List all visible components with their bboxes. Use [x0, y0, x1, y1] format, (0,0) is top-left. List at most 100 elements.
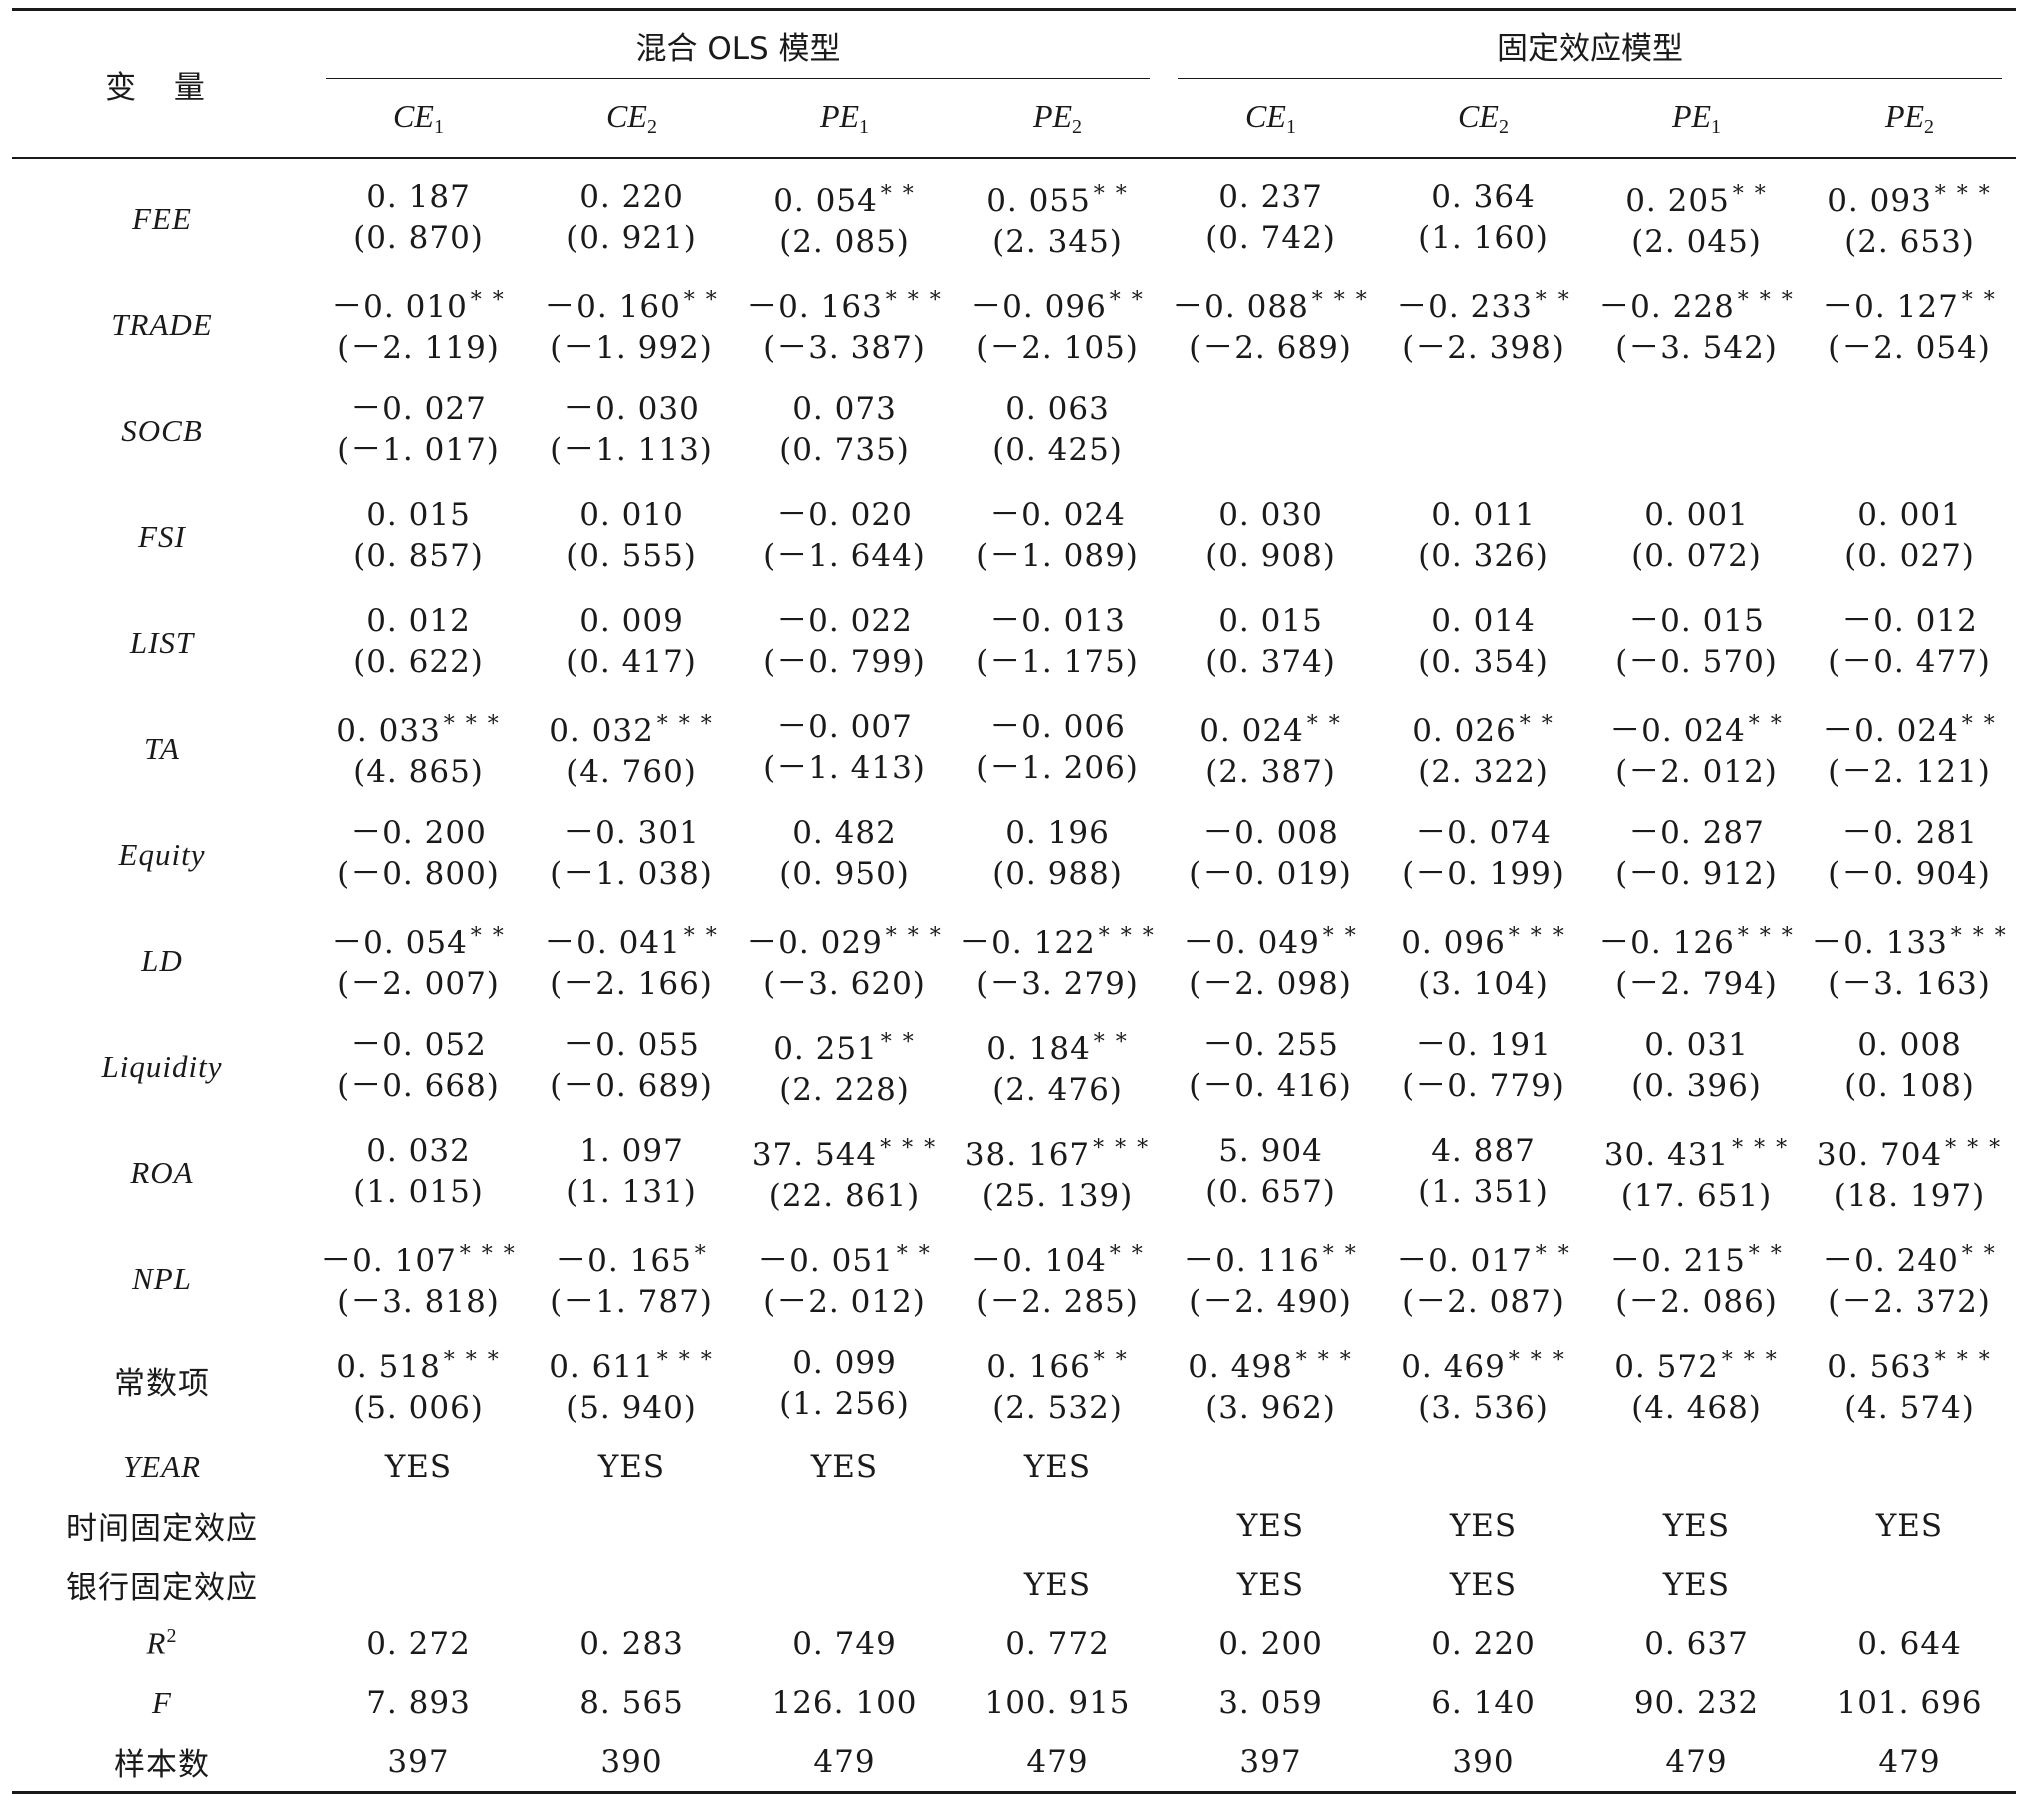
coefficient-rows: FEE 0. 187 (0. 870) 0. 220 (0. 921) 0. 054 * *…	[12, 158, 2016, 1437]
table-cell: 479	[738, 1732, 951, 1794]
significance-stars: * * *	[1732, 1135, 1790, 1161]
column-header-subscript: 1	[433, 115, 444, 138]
coefficient: 0. 196	[951, 813, 1164, 854]
coefficient-value: 0. 031	[1644, 1027, 1749, 1063]
significance-stars: * *	[1093, 1347, 1129, 1373]
coefficient-value: 0. 563	[1827, 1348, 1932, 1385]
significance-stars: * * *	[1737, 923, 1795, 949]
coefficient-value: 0. 015	[1218, 603, 1323, 639]
coefficient-value: 0. 166	[986, 1348, 1091, 1385]
coefficient: 0. 237	[1164, 177, 1377, 218]
t-statistic: (0. 108)	[1844, 1068, 1975, 1104]
t-statistic: (－2. 794)	[1615, 965, 1778, 1002]
coefficient-value: －0. 133	[1811, 924, 1948, 961]
coefficient-value: 0. 001	[1857, 497, 1962, 533]
table-cell: －0. 010 * * (－2. 119)	[312, 271, 525, 377]
coefficient: 0. 563 * * *	[1803, 1340, 2016, 1388]
table-cell: 0. 054 * * (2. 085)	[738, 158, 951, 271]
t-statistic: (－2. 372)	[1828, 1283, 1991, 1320]
coefficient-value: 4. 887	[1431, 1133, 1536, 1169]
t-statistic: (2. 345)	[992, 223, 1123, 260]
column-header-subscript: 2	[646, 115, 657, 138]
coefficient: 0. 093 * * *	[1803, 174, 2016, 222]
t-statistic: (－2. 398)	[1402, 329, 1565, 366]
coefficient: －0. 006	[951, 707, 1164, 748]
group-underline	[1178, 78, 2002, 79]
variable-name: LIST	[129, 624, 195, 660]
coefficient: 5. 904	[1164, 1131, 1377, 1172]
t-statistic: (－0. 570)	[1615, 644, 1778, 680]
table-cell	[1590, 377, 1803, 483]
t-statistic: (－2. 105)	[976, 329, 1139, 366]
table-cell	[738, 1555, 951, 1614]
t-statistic: (0. 417)	[566, 644, 697, 680]
t-statistic: (－2. 012)	[1615, 753, 1778, 790]
table-cell	[312, 1496, 525, 1555]
table-cell: 0. 637	[1590, 1614, 1803, 1673]
coefficient-value: －0. 122	[959, 924, 1096, 961]
t-statistic: (0. 354)	[1418, 644, 1549, 680]
t-statistic: (0. 326)	[1418, 538, 1549, 574]
significance-stars: * * *	[885, 923, 943, 949]
t-statistic: (2. 387)	[1205, 753, 1336, 790]
cell-value: 479	[1665, 1743, 1728, 1780]
table-cell: 0. 030 (0. 908)	[1164, 483, 1377, 589]
table-cell: －0. 027 (－1. 017)	[312, 377, 525, 483]
table-cell: 7. 893	[312, 1673, 525, 1732]
significance-stars: *	[694, 1241, 708, 1267]
coefficient: 0. 187	[312, 177, 525, 218]
cell-value: 390	[600, 1743, 663, 1780]
coefficient-value: 0. 364	[1431, 179, 1536, 215]
t-statistic: (－0. 912)	[1615, 856, 1778, 892]
coefficient-value: 0. 187	[366, 179, 471, 215]
cell-value: 397	[387, 1743, 450, 1780]
coefficient: －0. 029 * * *	[738, 916, 951, 964]
t-statistic: (－1. 017)	[337, 432, 500, 468]
coefficient: －0. 200	[312, 813, 525, 854]
t-statistic: (1. 160)	[1418, 220, 1549, 256]
table-cell: －0. 051 * * (－2. 012)	[738, 1225, 951, 1331]
table-cell: 0. 611 * * * (5. 940)	[525, 1331, 738, 1437]
table-cell: 0. 012 (0. 622)	[312, 589, 525, 695]
coefficient-value: －0. 029	[746, 924, 883, 961]
table-cell: －0. 030 (－1. 113)	[525, 377, 738, 483]
cell-value: 479	[1878, 1743, 1941, 1780]
cell-value: YES	[1662, 1566, 1731, 1603]
table-cell: －0. 049 * * (－2. 098)	[1164, 907, 1377, 1013]
coefficient: －0. 024	[951, 495, 1164, 536]
coefficient: －0. 160 * *	[525, 280, 738, 328]
table-cell: 0. 237 (0. 742)	[1164, 158, 1377, 271]
coefficient-value: 0. 572	[1614, 1348, 1719, 1385]
cell-value: 0. 220	[1431, 1625, 1536, 1662]
table-row: TRADE －0. 010 * * (－2. 119) －0. 160 * * (－1. 9…	[12, 271, 2016, 377]
table-cell: －0. 127 * * (－2. 054)	[1803, 271, 2016, 377]
table-cell: 0. 063 (0. 425)	[951, 377, 1164, 483]
t-statistic: (－2. 689)	[1189, 329, 1352, 366]
variable-column-header: 变 量	[12, 8, 312, 159]
significance-stars: * *	[1306, 711, 1342, 737]
coefficient-value: 30. 704	[1816, 1136, 1943, 1173]
coefficient: 0. 251 * *	[738, 1022, 951, 1070]
table-cell: 0. 196 (0. 988)	[951, 801, 1164, 907]
table-cell: 0. 166 * * (2. 532)	[951, 1331, 1164, 1437]
table-cell: －0. 191 (－0. 779)	[1377, 1013, 1590, 1119]
table-cell: 1. 097 (1. 131)	[525, 1119, 738, 1225]
table-cell: 0. 205 * * (2. 045)	[1590, 158, 1803, 271]
coefficient-value: 0. 611	[549, 1348, 654, 1385]
table-cell: 0. 572 * * * (4. 468)	[1590, 1331, 1803, 1437]
table-cell: －0. 133 * * * (－3. 163)	[1803, 907, 2016, 1013]
coefficient-value: －0. 051	[757, 1242, 894, 1279]
coefficient: －0. 015	[1590, 601, 1803, 642]
t-statistic: (－2. 490)	[1189, 1283, 1352, 1320]
table-cell	[1164, 1437, 1377, 1496]
table-cell: 0. 518 * * * (5. 006)	[312, 1331, 525, 1437]
coefficient: －0. 228 * * *	[1590, 280, 1803, 328]
t-statistic: (0. 396)	[1631, 1068, 1762, 1104]
table-row: F 7. 893 8. 565 126. 100 100. 915 3. 059 6. 14…	[12, 1673, 2016, 1732]
t-statistic: (－1. 175)	[976, 644, 1139, 680]
coefficient: －0. 301	[525, 813, 738, 854]
table-cell: 30. 431 * * * (17. 651)	[1590, 1119, 1803, 1225]
coefficient: 37. 544 * * *	[738, 1128, 951, 1176]
table-cell: －0. 281 (－0. 904)	[1803, 801, 2016, 907]
significance-stars: * * *	[443, 711, 501, 737]
